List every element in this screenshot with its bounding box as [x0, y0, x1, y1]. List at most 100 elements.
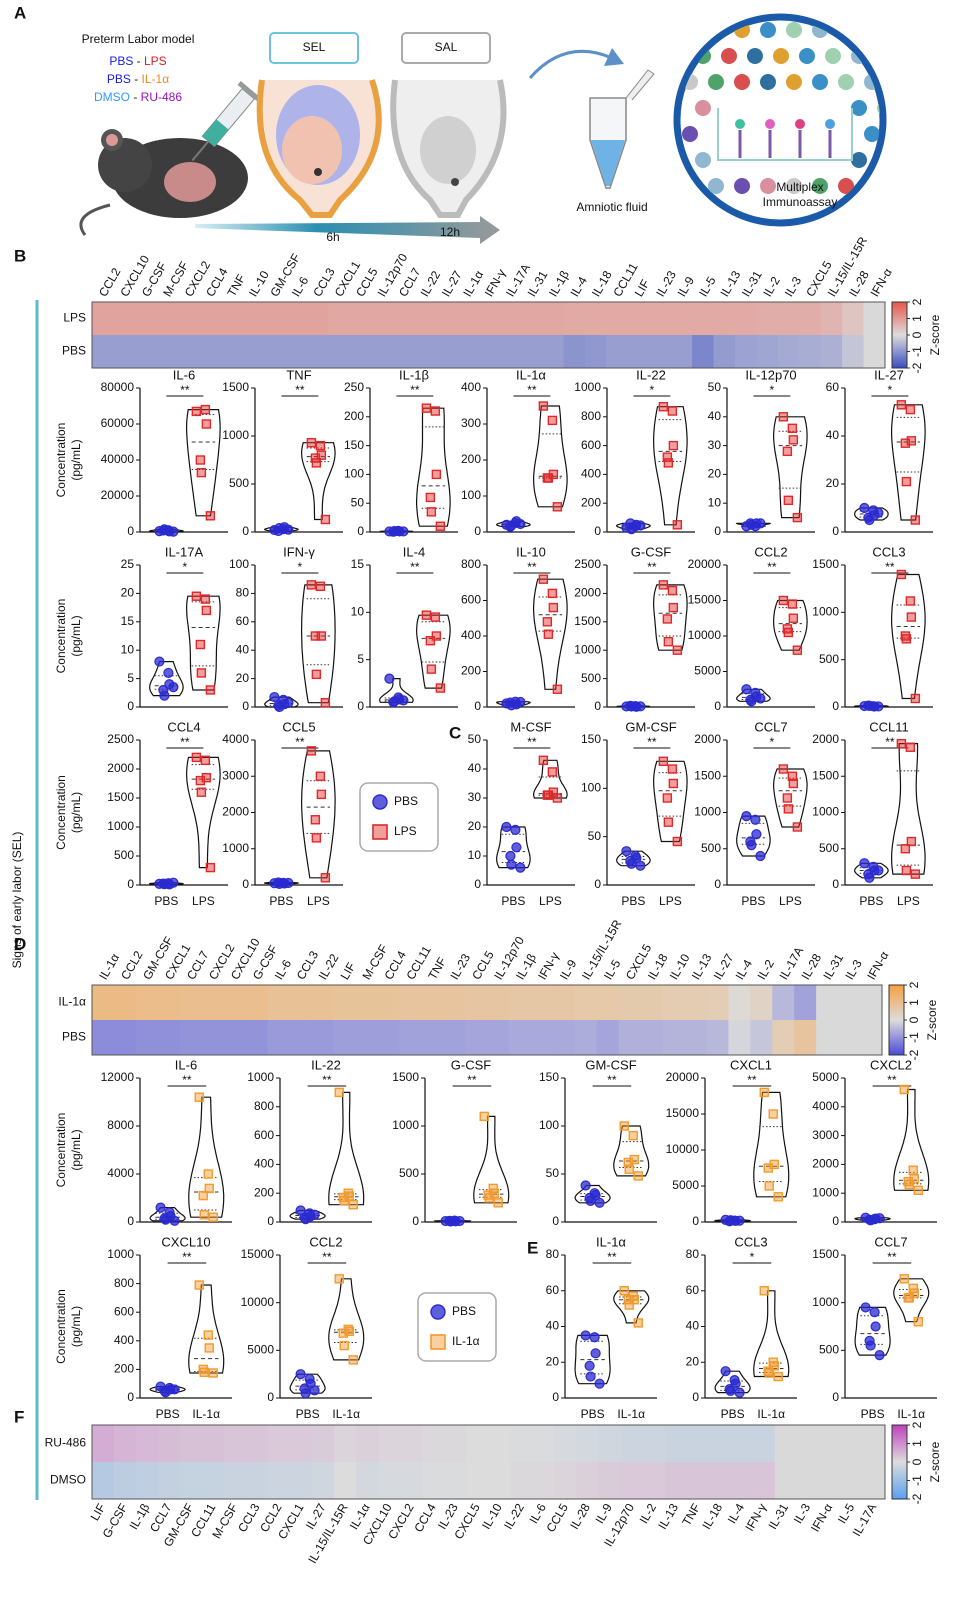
y-tick-label: 30 [708, 438, 722, 452]
data-point [170, 1216, 179, 1225]
heat-cell [136, 1462, 159, 1500]
data-point [765, 1182, 773, 1190]
column-label: IFN-γ [742, 1501, 769, 1533]
significance-label: * [298, 560, 303, 574]
heat-cell [178, 335, 200, 369]
x-tick-label: IL-1α [617, 1407, 645, 1421]
colorbar-tick-label: -1 [907, 1032, 921, 1043]
heat-cell [355, 985, 377, 1021]
heat-cell [246, 1462, 269, 1500]
significance-label: * [888, 383, 893, 397]
y-tick-label: 0 [242, 524, 249, 538]
data-point [774, 1193, 782, 1201]
treatment-part: - [131, 72, 142, 86]
embryo [282, 116, 342, 184]
y-tick-label: 1500 [812, 557, 839, 571]
heat-cell [542, 335, 564, 369]
panel-label: D [14, 934, 26, 953]
data-point [539, 756, 547, 764]
model-title: Preterm Labor model [82, 32, 195, 46]
heat-cell [113, 335, 135, 369]
data-point [595, 1379, 604, 1388]
y-tick-label: 40 [826, 428, 840, 442]
data-point [906, 597, 914, 605]
column-label: IL-10 [479, 1501, 505, 1532]
data-point [296, 1370, 305, 1379]
data-point [275, 703, 284, 712]
heat-cell [731, 1425, 754, 1463]
column-label: IL-18 [589, 268, 615, 299]
heat-cell [663, 985, 685, 1021]
data-point [783, 794, 791, 802]
column-label: IL-10 [246, 268, 272, 299]
data-point [902, 867, 910, 875]
y-tick-label: 80000 [101, 380, 135, 394]
data-point [349, 1356, 357, 1364]
x-tick-label: IL-1α [897, 1407, 925, 1421]
data-point [284, 525, 293, 534]
data-point [721, 1367, 730, 1376]
y-tick-label: 800 [114, 1276, 134, 1290]
y-tick-label: 30 [468, 790, 482, 804]
data-point [865, 516, 874, 525]
y-tick-label: 0 [267, 1214, 274, 1228]
colorbar-label: Z-score [925, 999, 939, 1040]
heat-cell [199, 335, 221, 369]
heat-cell [778, 302, 800, 336]
heat-cell [521, 302, 543, 336]
heat-cell [92, 1425, 115, 1463]
y-tick-label: 20 [826, 476, 840, 490]
data-point [544, 474, 552, 482]
data-point [756, 694, 765, 703]
y-tick-label: 200 [461, 452, 481, 466]
heat-cell [621, 1462, 644, 1500]
colorbar-label: Z-score [928, 1441, 942, 1482]
heat-cell [628, 335, 650, 369]
y-tick-label: 1000 [812, 805, 839, 819]
heat-cell [114, 1425, 137, 1463]
chart-title: CXCL1 [730, 1057, 772, 1072]
heat-cell [564, 302, 586, 336]
bead [786, 22, 802, 38]
treatment-line: PBS - LPS [109, 54, 166, 68]
heat-cell [597, 1020, 619, 1056]
heat-cell [371, 335, 393, 369]
data-point [192, 753, 200, 761]
treatment-part: LPS [144, 54, 167, 68]
legend-marker [431, 1305, 445, 1319]
data-point [507, 701, 516, 710]
violin [329, 1092, 364, 1204]
time-label: 12h [440, 225, 460, 239]
data-point [764, 1164, 772, 1172]
heat-cell [706, 1020, 728, 1056]
x-tick-label: PBS [156, 1407, 180, 1421]
y-tick-label: 3000 [812, 1128, 839, 1142]
page: {"panel_a":{"label":"A","model_title":"P… [0, 0, 975, 1602]
charts: BLPSPBSCCL2CXCL10G-CSFM-CSFCXCL2CCL4TNFI… [14, 234, 942, 1566]
data-point [311, 632, 319, 640]
heat-cell [268, 1020, 290, 1056]
data-point [760, 1287, 768, 1295]
significance-label: ** [410, 383, 420, 397]
column-label: LIF [338, 960, 359, 982]
y-axis-label: Concentration [54, 423, 68, 498]
heat-cell [735, 302, 757, 336]
y-tick-label: 100 [539, 1118, 559, 1132]
y-tick-label: 0 [594, 877, 601, 891]
data-point [432, 470, 440, 478]
heat-cell [465, 1020, 487, 1056]
heat-cell [113, 302, 135, 336]
y-tick-label: 200 [344, 409, 364, 423]
chart-title: CCL11 [869, 719, 909, 734]
bead [825, 48, 841, 64]
data-point [735, 1216, 744, 1225]
y-tick-label: 15000 [241, 1247, 275, 1261]
bead [812, 74, 828, 90]
y-tick-label: 150 [581, 732, 601, 746]
heat-cell [649, 335, 671, 369]
column-label: IL-31 [739, 268, 765, 299]
data-point [399, 527, 408, 536]
colorbar-tick-label: 2 [907, 981, 921, 988]
column-label: IL-1α [96, 951, 122, 982]
significance-label: ** [887, 1073, 897, 1087]
